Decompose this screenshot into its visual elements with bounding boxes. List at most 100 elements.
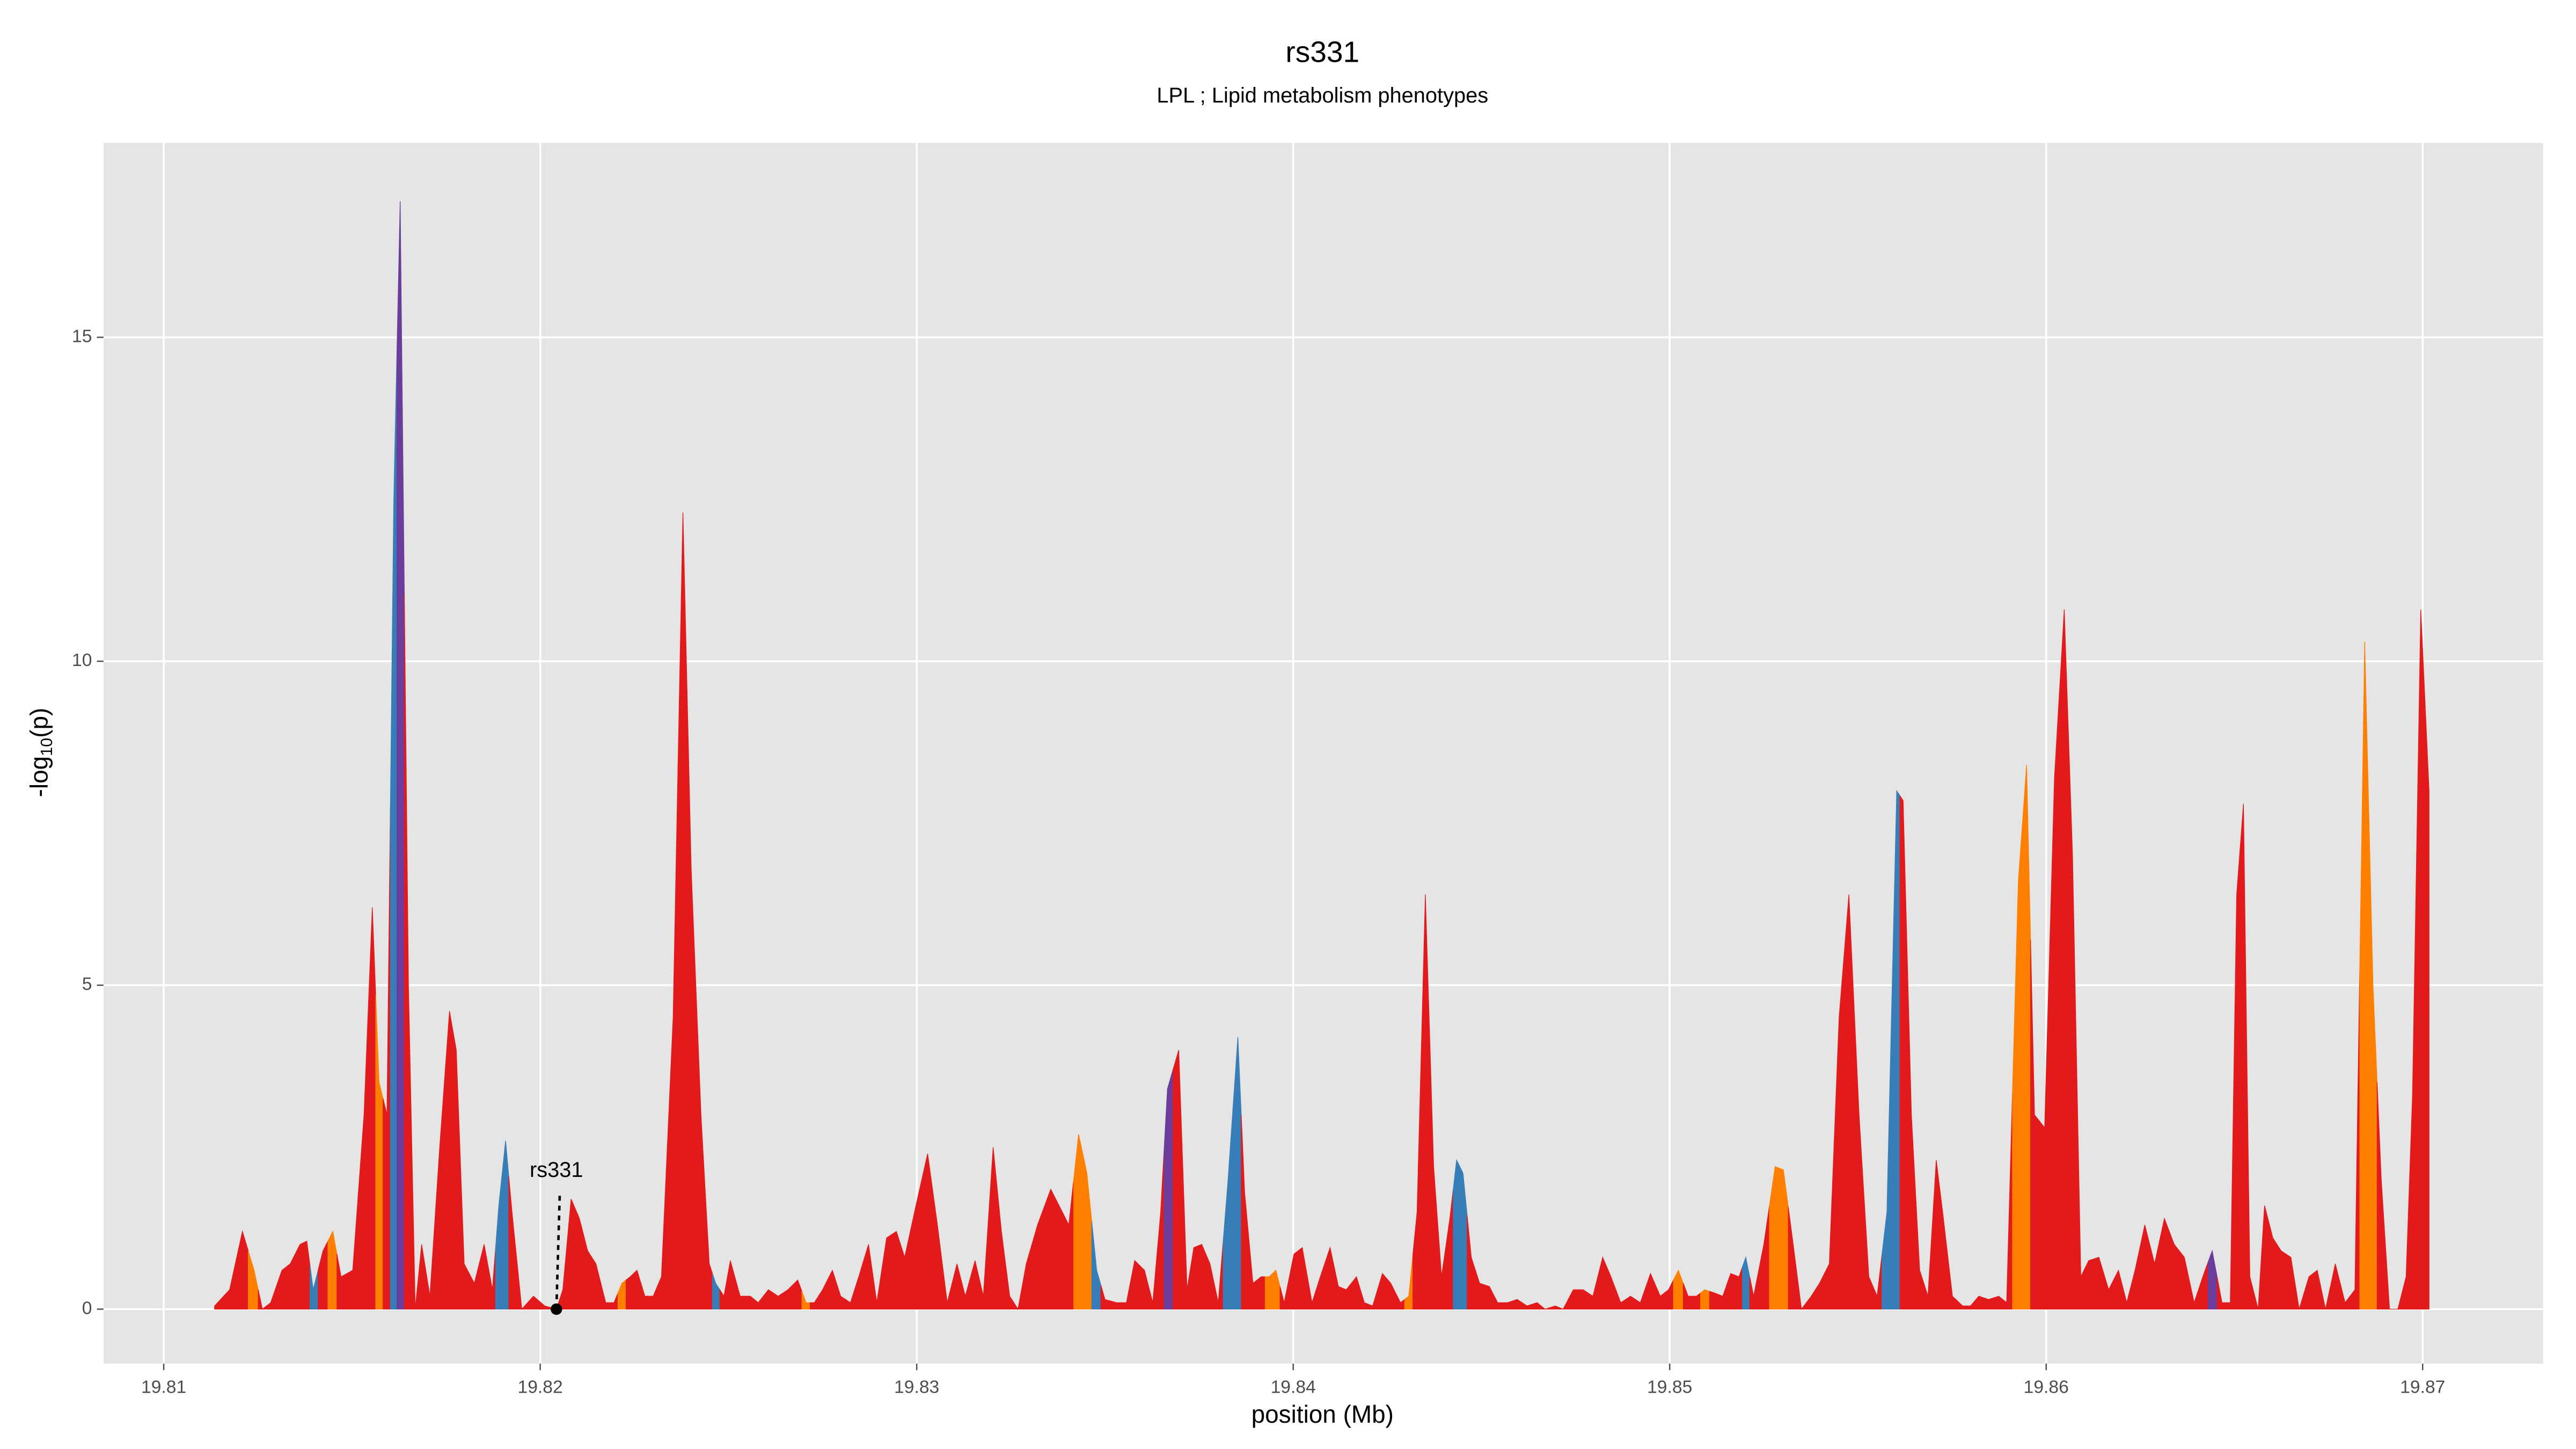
area-segment xyxy=(495,1173,503,1310)
plot-panel xyxy=(103,143,2543,1364)
x-tick-label: 19.86 xyxy=(2024,1378,2069,1397)
y-axis-title-subscript: 10 xyxy=(38,738,56,756)
area-segment xyxy=(346,1192,359,1310)
area-segment xyxy=(418,1244,426,1310)
y-axis-title-part: (p) xyxy=(25,708,53,738)
area-segment xyxy=(2189,1279,2200,1310)
area-segment xyxy=(782,1284,793,1310)
area-segment xyxy=(745,1296,755,1310)
area-segment xyxy=(583,1234,592,1310)
area-segment xyxy=(600,1283,611,1310)
area-segment xyxy=(1289,1250,1299,1310)
area-segment xyxy=(266,1286,277,1310)
area-segment xyxy=(1241,1115,1249,1310)
area-segment xyxy=(801,1291,811,1310)
area-segment xyxy=(1502,1300,1513,1310)
area-segment xyxy=(891,1231,901,1310)
area-segment xyxy=(1797,1276,1807,1310)
area-segment xyxy=(2139,1225,2150,1310)
area-segment xyxy=(1130,1260,1140,1310)
area-segment xyxy=(932,1189,943,1310)
area-segment xyxy=(900,1231,911,1310)
area-segment xyxy=(2049,693,2060,1310)
annotation-label: rs331 xyxy=(530,1158,583,1182)
axes: 0 5 10 15 19.81 19.82 19.83 19.84 19.85 19.86 19.8… xyxy=(72,326,2445,1397)
area-segment xyxy=(640,1283,649,1310)
area-segment xyxy=(2149,1241,2160,1310)
area-segment xyxy=(2022,765,2031,1310)
area-segment xyxy=(773,1292,784,1310)
area-segment xyxy=(1993,1296,2003,1310)
area-segment xyxy=(390,350,398,1310)
area-segment xyxy=(2277,1243,2287,1310)
area-segment xyxy=(327,1230,338,1310)
area-segment xyxy=(469,1263,480,1310)
area-segment xyxy=(792,1279,802,1310)
area-segment xyxy=(863,1244,873,1310)
area-segment xyxy=(591,1256,602,1310)
area-segment xyxy=(1139,1264,1149,1310)
area-segment xyxy=(881,1234,892,1310)
area-segment xyxy=(1834,956,1845,1310)
area-segment xyxy=(1587,1276,1598,1310)
area-segment xyxy=(1013,1286,1023,1311)
area-segment xyxy=(1475,1270,1485,1310)
area-segment xyxy=(2424,700,2429,1310)
area-segment xyxy=(667,765,679,1310)
area-segment xyxy=(2294,1283,2304,1310)
area-segment xyxy=(872,1270,882,1310)
area-segment xyxy=(247,1250,259,1310)
area-segment xyxy=(1597,1256,1607,1310)
area-segment xyxy=(2359,641,2369,1310)
area-segment xyxy=(1031,1207,1045,1310)
area-segment xyxy=(2198,1262,2209,1310)
area-segment xyxy=(2385,1244,2394,1310)
x-tick-label: 19.83 xyxy=(894,1378,939,1397)
area-segment xyxy=(2084,1258,2095,1310)
area-segment xyxy=(434,1079,445,1310)
area-segment xyxy=(286,1254,296,1310)
area-segment xyxy=(1360,1290,1369,1310)
area-segment xyxy=(425,1221,435,1310)
area-segment xyxy=(1055,1197,1065,1310)
y-axis-title-part: -log xyxy=(25,756,53,797)
area-segment xyxy=(1863,1196,1874,1310)
area-segment xyxy=(2207,1249,2218,1310)
area-segment xyxy=(1256,1276,1266,1310)
x-tick-label: 19.87 xyxy=(2400,1378,2445,1397)
area-segment xyxy=(1923,1228,1933,1310)
area-segment xyxy=(1197,1243,1206,1310)
area xyxy=(214,201,2429,1311)
area-segment xyxy=(1843,894,1855,1310)
area-segment xyxy=(1899,794,1908,1310)
area-segment xyxy=(1983,1297,1994,1310)
area-segment xyxy=(910,1179,923,1310)
area-segment xyxy=(1709,1291,1719,1310)
x-tick-label: 19.81 xyxy=(141,1378,186,1397)
area-segment xyxy=(318,1241,328,1310)
area-segment xyxy=(2368,813,2378,1310)
area-segment xyxy=(686,690,697,1310)
area-segment xyxy=(961,1278,971,1310)
area-segment xyxy=(1939,1185,1948,1310)
area-segment xyxy=(2076,1066,2085,1310)
area-segment xyxy=(1156,1150,1165,1310)
area-segment xyxy=(1769,1166,1780,1310)
area-segment xyxy=(2030,940,2040,1310)
area-segment xyxy=(2039,953,2050,1310)
area-segment xyxy=(705,1189,713,1310)
area-segment xyxy=(648,1286,658,1310)
area-segment xyxy=(1272,1269,1280,1310)
area-segment xyxy=(2246,1040,2255,1310)
area-segment xyxy=(2068,732,2077,1310)
area-segment xyxy=(2268,1221,2278,1310)
area-segment xyxy=(1453,1159,1460,1310)
area-segment xyxy=(397,201,405,1310)
area-segment xyxy=(2350,965,2360,1310)
area-segment xyxy=(1121,1281,1131,1310)
area-segment xyxy=(1148,1257,1158,1310)
area-segment xyxy=(1421,894,1430,1310)
area-segment xyxy=(1907,957,1916,1310)
area-segment xyxy=(2226,1099,2234,1310)
area-segment xyxy=(459,1157,470,1310)
